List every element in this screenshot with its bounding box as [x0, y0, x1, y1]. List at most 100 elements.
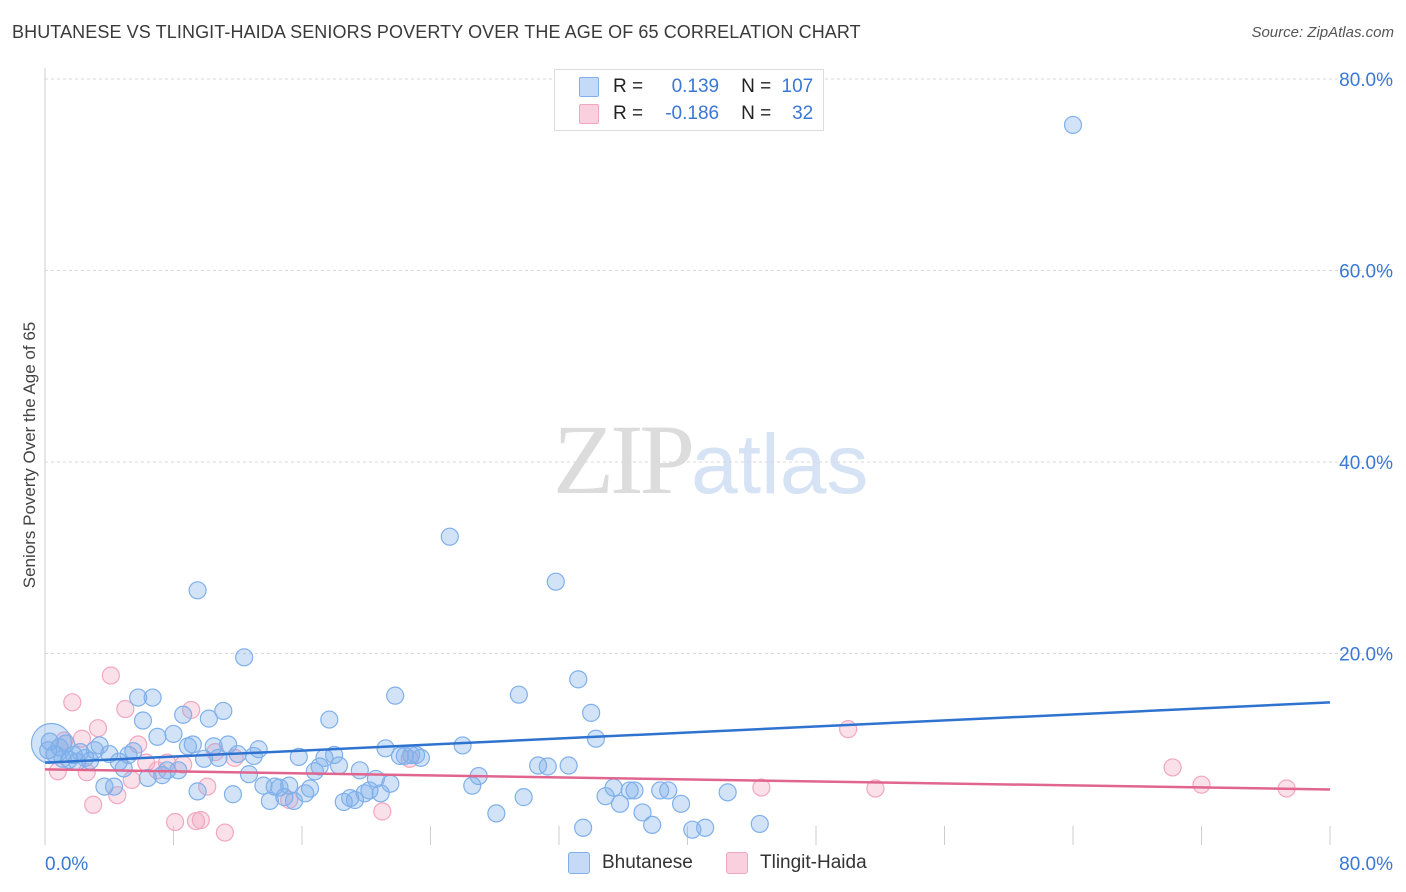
bhutanese-point: [750, 814, 769, 834]
bhutanese-points: [30, 115, 1083, 839]
bhutanese-point: [696, 818, 715, 837]
bhutanese-point: [148, 727, 167, 746]
bhutanese-point: [610, 794, 630, 813]
bhutanese-swatch-icon: [579, 77, 599, 97]
tlingit-haida-point: [373, 802, 392, 821]
n-label: N =: [741, 76, 772, 97]
bhutanese-point: [133, 711, 153, 730]
x-tick-label: 0.0%: [45, 854, 88, 875]
chart-title: BHUTANESE VS TLINGIT-HAIDA SENIORS POVER…: [12, 22, 861, 42]
r-label: R =: [613, 76, 644, 97]
bhutanese-point: [39, 741, 58, 760]
legend-item-tlingit-haida[interactable]: Tlingit-Haida: [726, 852, 867, 874]
bhutanese-point: [280, 776, 299, 795]
grid-lines: [45, 78, 1392, 654]
bhutanese-point: [325, 745, 344, 765]
tlingit-haida-trend-line: [44, 768, 1331, 791]
n-value: 32: [792, 103, 814, 124]
bhutanese-point: [350, 761, 369, 780]
watermark: ZIPatlas: [553, 402, 868, 517]
tlingit-haida-point: [63, 693, 82, 712]
bhutanese-point: [360, 781, 379, 800]
bhutanese-point: [453, 736, 472, 755]
bhutanese-point: [386, 686, 405, 705]
bhutanese-point: [188, 782, 207, 801]
bhutanese-point: [625, 781, 644, 800]
bhutanese-point: [371, 784, 390, 803]
y-tick-label: 20.0%: [1339, 645, 1393, 666]
chart-source: Source: ZipAtlas.com: [1251, 24, 1394, 41]
tlingit-haida-legend-icon: [726, 852, 748, 874]
stats-legend: R = 0.139 N = 107 R = -0.186 N = 32: [554, 69, 824, 131]
series-legend: Bhutanese Tlingit-Haida: [0, 852, 1406, 876]
bhutanese-point: [143, 688, 162, 707]
tlingit-haida-point: [839, 720, 858, 739]
bhutanese-cluster-point: [30, 722, 73, 765]
bhutanese-point: [671, 794, 691, 813]
bhutanese-point: [659, 781, 678, 800]
bhutanese-point: [620, 781, 639, 800]
bhutanese-point: [188, 581, 207, 600]
y-tick-label: 40.0%: [1339, 453, 1393, 474]
n-label: N =: [741, 103, 772, 124]
watermark-atlas: atlas: [691, 417, 869, 511]
bhutanese-point: [604, 778, 623, 797]
tlingit-haida-point: [198, 777, 217, 796]
legend-label: Bhutanese: [602, 852, 693, 873]
tlingit-haida-point: [88, 719, 108, 738]
tlingit-haida-point: [166, 812, 185, 832]
bhutanese-point: [214, 701, 233, 721]
tlingit-haida-point: [84, 795, 103, 814]
bhutanese-point: [235, 648, 254, 667]
bhutanese-point: [559, 756, 578, 775]
bhutanese-point: [573, 818, 593, 837]
bhutanese-point: [129, 688, 148, 707]
bhutanese-trend-line: [44, 701, 1331, 764]
bhutanese-point: [289, 747, 308, 767]
bhutanese-point: [104, 777, 124, 796]
bhutanese-point: [509, 685, 528, 704]
tlingit-haida-point: [1192, 775, 1211, 794]
bhutanese-point: [355, 784, 374, 803]
bhutanese-point: [546, 572, 565, 591]
bhutanese-point: [411, 748, 430, 767]
y-tick-label: 60.0%: [1339, 262, 1393, 283]
r-value: -0.186: [665, 103, 720, 124]
trend-lines: [44, 701, 1331, 791]
tlingit-haida-point: [191, 811, 210, 830]
bhutanese-point: [174, 705, 193, 724]
r-label: R =: [613, 103, 644, 124]
bhutanese-point: [300, 779, 320, 798]
bhutanese-point: [329, 756, 349, 775]
axes: [44, 68, 1331, 845]
r-value: 0.139: [671, 76, 720, 97]
bhutanese-point: [586, 729, 606, 748]
watermark-zip: ZIP: [553, 404, 695, 515]
bhutanese-point: [320, 710, 339, 729]
bhutanese-point: [643, 815, 662, 834]
tlingit-haida-swatch-icon: [579, 104, 599, 124]
tlingit-haida-point: [752, 778, 771, 797]
bhutanese-point: [440, 527, 459, 546]
bhutanese-point: [275, 788, 294, 807]
bhutanese-point: [183, 735, 202, 754]
bhutanese-point: [718, 783, 737, 802]
tlingit-haida-point: [1163, 758, 1182, 777]
stats-row-tlingit-haida: R = -0.186 N = 32: [579, 101, 813, 127]
bhutanese-point: [199, 709, 218, 728]
y-tick-label: 80.0%: [1339, 70, 1393, 91]
bhutanese-legend-icon: [568, 852, 590, 874]
legend-label: Tlingit-Haida: [760, 852, 867, 873]
bhutanese-point: [249, 740, 268, 759]
bhutanese-point: [487, 804, 506, 823]
bhutanese-point: [633, 803, 652, 822]
bhutanese-point: [1063, 115, 1083, 135]
bhutanese-point: [529, 756, 548, 775]
n-value: 107: [781, 76, 814, 97]
bhutanese-point: [138, 768, 157, 788]
bhutanese-point: [538, 757, 557, 776]
tlingit-haida-point: [116, 699, 135, 719]
bhutanese-point: [582, 703, 601, 722]
legend-item-bhutanese[interactable]: Bhutanese: [568, 852, 693, 874]
